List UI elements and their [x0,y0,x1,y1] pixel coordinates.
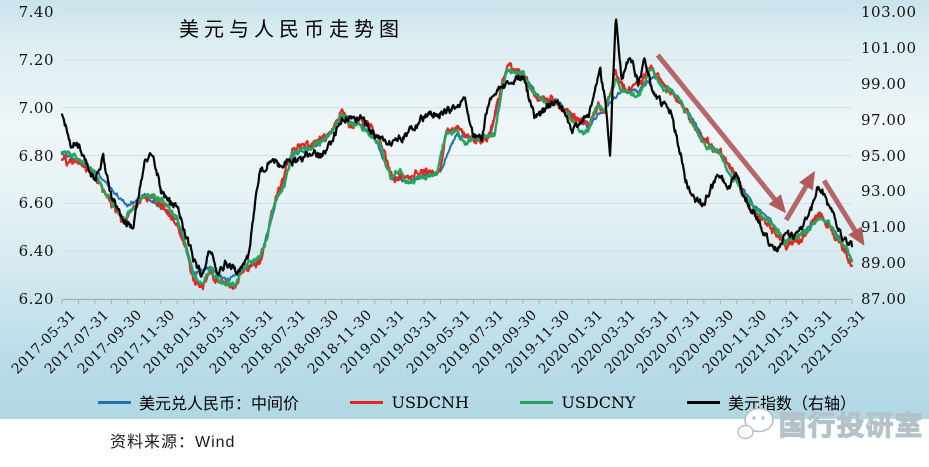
right-axis-tick-label: 95.00 [861,146,907,165]
left-axis-tick-label: 6.20 [18,290,54,308]
legend-swatch-usdcny [520,400,554,404]
right-axis-tick-label: 101.00 [861,38,917,57]
legend-label-usdcny: USDCNY [561,392,636,412]
left-axis-tick-label: 6.80 [18,146,54,165]
trend-arrow-2 [784,170,816,222]
right-axis-tick-label: 89.00 [861,254,907,273]
series-line-usdcny [60,68,854,288]
left-axis-tick-label: 6.60 [18,194,54,213]
left-axis-tick-label: 7.20 [18,50,54,69]
data-series [60,18,854,291]
right-axis-tick-label: 87.00 [861,290,907,308]
legend-item-usdcnh: USDCNH [350,392,469,412]
series-line-dxy [60,18,854,278]
x-axis [61,298,853,304]
right-axis-tick-label: 93.00 [861,182,907,201]
right-axis-tick-label: 91.00 [861,218,907,237]
watermark-text: 国行投研室 [778,410,924,441]
legend-item-mid: 美元兑人民币：中间价 [98,390,299,414]
right-axis-tick-label: 103.00 [861,3,917,21]
data-source-note: 资料来源：Wind [110,434,236,451]
legend-label-usdcnh: USDCNH [391,392,469,412]
trend-arrows [655,53,865,246]
legend-label-mid: 美元兑人民币：中间价 [139,394,300,413]
left-axis-tick-label: 7.40 [18,3,54,21]
wechat-icon [737,407,774,439]
left-axis-tick-label: 6.40 [18,242,54,261]
chart-title: 美元与人民币走势图 [179,17,404,41]
right-axis-tick-label: 99.00 [861,74,907,93]
legend-swatch-usdcnh [350,400,384,404]
legend-swatch-mid [98,400,131,404]
left-axis-tick-label: 7.00 [18,98,54,117]
series-line-usdcnh [60,62,854,291]
watermark: 国行投研室 [736,404,924,443]
trend-arrow-1 [655,53,787,214]
right-axis-tick-label: 97.00 [861,110,907,129]
plot-svg [60,11,865,304]
legend-swatch-dxy [686,400,720,404]
trend-arrow-3 [821,179,865,246]
legend-item-usdcny: USDCNY [520,392,636,412]
